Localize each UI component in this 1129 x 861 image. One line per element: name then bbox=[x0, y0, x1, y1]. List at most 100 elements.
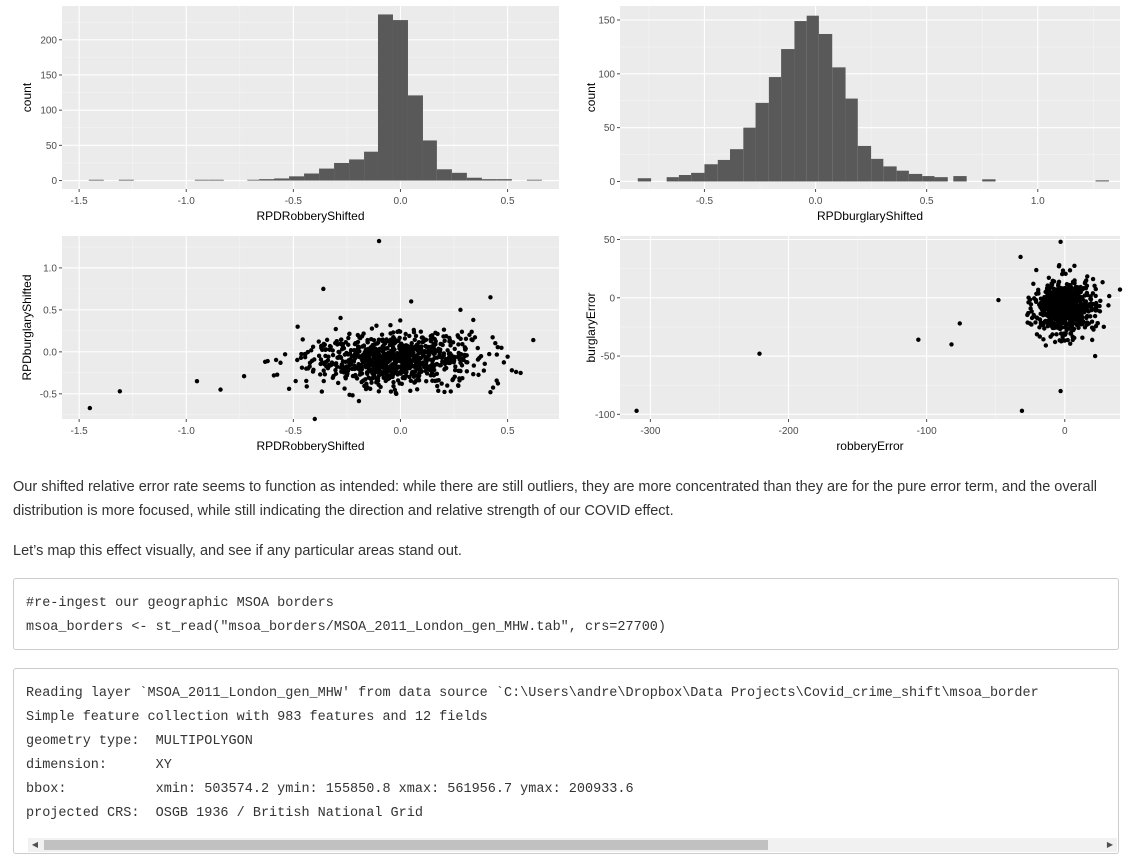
scatter-point bbox=[1053, 306, 1058, 311]
scatter-point bbox=[1080, 335, 1085, 340]
scatter-point bbox=[433, 330, 438, 336]
scatter-point bbox=[403, 348, 408, 353]
histogram-bar bbox=[422, 140, 437, 181]
histogram-bar bbox=[818, 33, 833, 182]
x-tick-label: -100 bbox=[917, 426, 937, 437]
scatter-point bbox=[957, 321, 962, 326]
histogram-bar bbox=[436, 169, 452, 181]
scatter-point bbox=[365, 371, 370, 377]
x-axis-title: RPDburglaryShifted bbox=[817, 209, 923, 223]
scatter-point bbox=[1084, 322, 1090, 327]
scatter-rpd: -1.5 -1.0 -0.5 0.0 0.5 -0.5 0.0 0.5 1.0 RPDRobber… bbox=[0, 230, 560, 458]
scatter-point bbox=[319, 389, 325, 394]
output-line-projected-crs: projected CRS: OSGB 1936 / British Natio… bbox=[26, 806, 423, 821]
scatter-point bbox=[398, 357, 403, 362]
scatter-point bbox=[1057, 297, 1062, 303]
horizontal-scrollbar[interactable]: ◀ ▶ bbox=[28, 838, 1117, 852]
scatter-point bbox=[460, 341, 465, 347]
histogram-bar bbox=[704, 164, 718, 182]
histogram-bar bbox=[678, 175, 692, 182]
output-line-geometry-type: geometry type: MULTIPOLYGON bbox=[26, 734, 253, 749]
x-tick-label: 0.0 bbox=[394, 426, 408, 437]
scatter-point bbox=[1063, 330, 1068, 336]
histogram-bar bbox=[377, 14, 393, 181]
scatter-point bbox=[388, 323, 393, 328]
histogram-bar bbox=[857, 145, 872, 182]
x-tick-label: 1.0 bbox=[1031, 196, 1045, 207]
scatter-point bbox=[1095, 320, 1100, 326]
scatter-point bbox=[305, 349, 311, 355]
scatter-point bbox=[1058, 331, 1064, 336]
scatter-point bbox=[300, 337, 305, 342]
scatter-point bbox=[452, 346, 457, 352]
output-line-bbox: bbox: xmin: 503574.2 ymin: 155850.8 xmax… bbox=[26, 782, 634, 797]
scatter-point bbox=[1080, 321, 1085, 327]
scatter-point bbox=[435, 383, 440, 389]
scatter-point bbox=[376, 389, 382, 394]
scatter-point bbox=[452, 354, 457, 360]
scatter-point bbox=[426, 352, 432, 358]
scatter-point bbox=[471, 372, 476, 377]
scatter-point bbox=[348, 357, 353, 362]
scatter-point bbox=[1031, 312, 1036, 318]
scatter-point bbox=[397, 329, 403, 334]
y-tick-label: 0.5 bbox=[43, 305, 57, 316]
scatter-point bbox=[459, 329, 465, 335]
x-tick-label: -200 bbox=[779, 426, 799, 437]
histogram-bar bbox=[768, 77, 782, 182]
scroll-right-arrow-icon[interactable]: ▶ bbox=[1106, 840, 1114, 849]
scatter-point bbox=[388, 389, 394, 394]
scatter-point bbox=[462, 345, 468, 350]
scatter-point bbox=[1062, 298, 1068, 303]
code-block[interactable]: #re-ingest our geographic MSOA borders m… bbox=[13, 578, 1119, 650]
scatter-point bbox=[423, 359, 429, 365]
y-axis-title: RPDburglaryShifted bbox=[20, 274, 34, 380]
scatter-point bbox=[442, 367, 447, 372]
scatter-point bbox=[335, 380, 341, 386]
scatter-point bbox=[494, 352, 500, 357]
scatter-point bbox=[333, 326, 338, 332]
scatter-point bbox=[441, 327, 447, 332]
scatter-point bbox=[353, 372, 358, 378]
scatter-point bbox=[387, 375, 392, 381]
scatter-point bbox=[374, 362, 379, 368]
scatter-point bbox=[428, 333, 434, 339]
scatter-point bbox=[363, 364, 368, 369]
scrollbar-thumb[interactable] bbox=[44, 840, 768, 850]
scatter-point bbox=[364, 353, 369, 358]
panel-background bbox=[62, 236, 559, 419]
scatter-point bbox=[1040, 306, 1045, 311]
scatter-point bbox=[495, 344, 500, 350]
scatter-point bbox=[1085, 274, 1090, 279]
scatter-point bbox=[428, 338, 434, 344]
x-tick-label: -0.5 bbox=[696, 196, 714, 207]
scatter-point bbox=[490, 335, 495, 340]
scatter-point bbox=[1042, 326, 1047, 331]
code-line-comment: #re-ingest our geographic MSOA borders bbox=[26, 596, 334, 611]
scatter-point bbox=[310, 369, 316, 374]
scatter-point bbox=[456, 368, 461, 374]
scatter-point bbox=[420, 335, 425, 340]
scatter-point bbox=[1029, 309, 1034, 314]
scatter-point bbox=[295, 357, 300, 363]
x-tick-label: -300 bbox=[640, 426, 660, 437]
scatter-point bbox=[117, 389, 123, 394]
scatter-error: -300 -200 -100 0 -100 -50 0 50 robberyError burgl… bbox=[564, 230, 1123, 458]
histogram-bar bbox=[832, 67, 846, 182]
scatter-point bbox=[458, 336, 463, 342]
scatter-point bbox=[1052, 339, 1058, 345]
x-tick-label: -1.0 bbox=[178, 426, 196, 437]
scroll-left-arrow-icon[interactable]: ◀ bbox=[31, 840, 39, 849]
scatter-point bbox=[402, 358, 407, 364]
scatter-point bbox=[346, 366, 351, 372]
scatter-point bbox=[1093, 305, 1099, 310]
scatter-point bbox=[312, 416, 317, 422]
output-block[interactable]: Reading layer `MSOA_2011_London_gen_MHW'… bbox=[13, 668, 1119, 854]
paragraph-intro: Our shifted relative error rate seems to… bbox=[13, 479, 1098, 519]
histogram-bar bbox=[922, 176, 935, 182]
scatter-point bbox=[1084, 314, 1089, 320]
scatter-point bbox=[432, 336, 437, 342]
scatter-point bbox=[441, 351, 447, 356]
scatter-point bbox=[1086, 309, 1091, 314]
scatter-point bbox=[471, 317, 476, 323]
